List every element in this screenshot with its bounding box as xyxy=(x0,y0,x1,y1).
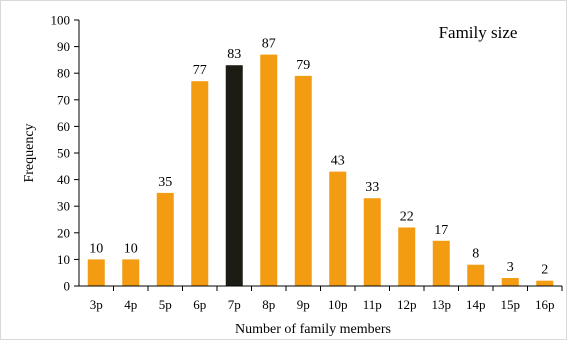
chart-title: Family size xyxy=(439,23,518,42)
bar-15p xyxy=(501,278,519,286)
data-label-13p: 17 xyxy=(434,223,448,238)
y-tick-label: 20 xyxy=(57,225,70,240)
bar-5p xyxy=(156,192,174,286)
y-tick-label: 90 xyxy=(57,39,70,54)
y-tick-label: 0 xyxy=(64,279,71,294)
bar-11p xyxy=(363,198,381,286)
x-tick-label-10p: 10p xyxy=(328,297,348,312)
x-tick-label-5p: 5p xyxy=(159,297,172,312)
bar-10p xyxy=(329,171,347,286)
x-axis-label: Number of family members xyxy=(235,322,391,337)
data-label-3p: 10 xyxy=(89,241,103,256)
bar-4p xyxy=(122,259,140,286)
data-label-4p: 10 xyxy=(124,241,138,256)
y-tick-label: 100 xyxy=(51,13,71,28)
x-tick-label-14p: 14p xyxy=(466,297,486,312)
data-label-15p: 3 xyxy=(507,260,514,275)
x-tick-label-3p: 3p xyxy=(90,297,103,312)
x-tick-label-13p: 13p xyxy=(432,297,452,312)
bar-9p xyxy=(294,75,312,286)
x-axis: 3p 4p 5p 6p 7p 8p 9p 10p 11p 12p 13p 14p 15p 16p xyxy=(79,285,563,312)
x-tick-label-7p: 7p xyxy=(228,297,241,312)
x-tick-label-4p: 4p xyxy=(124,297,137,312)
y-axis: 0 10 20 30 40 50 60 70 80 90 100 xyxy=(51,13,80,294)
bar-6p xyxy=(191,81,209,287)
x-tick-label-11p: 11p xyxy=(363,297,382,312)
data-label-8p: 87 xyxy=(262,37,276,52)
x-tick-label-12p: 12p xyxy=(397,297,417,312)
y-tick-label: 50 xyxy=(57,146,70,161)
y-tick-label: 40 xyxy=(57,172,70,187)
data-label-6p: 77 xyxy=(193,63,207,78)
data-label-7p: 83 xyxy=(227,47,241,62)
data-label-12p: 22 xyxy=(400,209,414,224)
x-tick-label-9p: 9p xyxy=(297,297,310,312)
data-label-10p: 43 xyxy=(331,154,345,169)
y-tick-label: 70 xyxy=(57,92,70,107)
bar-3p xyxy=(87,259,105,286)
bar-7p xyxy=(225,65,243,286)
bar-16p xyxy=(536,280,554,286)
bar-14p xyxy=(467,264,485,286)
bar-13p xyxy=(432,240,450,286)
x-tick-label-16p: 16p xyxy=(535,297,555,312)
data-label-5p: 35 xyxy=(158,175,172,190)
data-label-14p: 8 xyxy=(472,247,479,262)
data-label-9p: 79 xyxy=(296,58,310,73)
y-tick-label: 10 xyxy=(57,252,70,267)
y-tick-label: 60 xyxy=(57,119,70,134)
y-axis-label: Frequency xyxy=(22,123,37,182)
bar-12p xyxy=(398,227,416,286)
x-tick-label-8p: 8p xyxy=(262,297,275,312)
data-label-16p: 2 xyxy=(541,263,548,278)
bars-group xyxy=(87,54,554,287)
y-tick-label: 30 xyxy=(57,199,70,214)
x-tick-label-15p: 15p xyxy=(501,297,521,312)
x-tick-label-6p: 6p xyxy=(193,297,206,312)
data-label-11p: 33 xyxy=(365,180,379,195)
y-tick-label: 80 xyxy=(57,66,70,81)
bar-8p xyxy=(260,54,278,286)
